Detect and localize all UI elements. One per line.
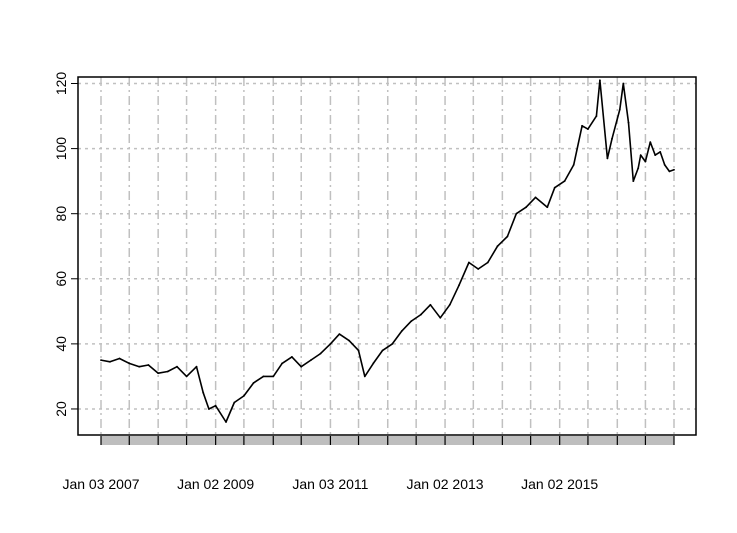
data-point [214,404,217,407]
data-point [100,359,102,361]
data-point [618,108,621,111]
x-tick-label: Jan 02 2013 [407,476,484,492]
data-point [663,164,666,166]
data-point [668,170,671,173]
data-point [262,375,265,378]
data-point [599,79,601,82]
x-axis: Jan 03 2007 Jan 02 2009 Jan 03 2011 Jan 02 … [62,436,675,492]
data-point [639,154,642,157]
x-tick-label: Jan 02 2009 [177,476,254,492]
data-point [252,382,255,384]
data-point [363,375,366,378]
data-point [458,284,460,287]
data-point [420,313,422,316]
data-point [357,349,360,352]
data-point [644,160,647,163]
y-tick-label: 60 [53,271,69,287]
data-point [348,339,350,342]
data-point [272,375,275,378]
data-point [329,343,332,345]
plot-frame [77,76,697,436]
y-tick-label: 40 [53,336,69,352]
data-point [581,124,583,127]
data-point [439,316,442,319]
data-point [310,359,312,361]
y-tick-label: 120 [53,72,69,96]
data-point [595,115,598,117]
data-point [109,360,111,363]
data-point [468,261,470,264]
data-point [515,212,518,215]
data-point [534,196,537,199]
data-point [319,352,322,355]
data-point [166,370,169,373]
data-point [637,167,640,170]
data-point [138,365,141,368]
data-point [381,349,384,352]
data-point [622,82,625,85]
data-point [448,303,451,306]
data-point [632,180,635,183]
data-point [391,343,394,345]
data-point [281,362,283,365]
x-tick-label: Jan 03 2007 [62,476,139,492]
data-point [611,137,613,140]
data-point [649,141,652,144]
data-point [525,206,527,209]
data-point [606,157,609,160]
data-point [546,206,549,209]
y-tick-label: 80 [53,206,69,222]
data-point [401,330,403,332]
data-point [553,186,556,189]
data-point [233,401,236,404]
data-point [429,303,432,306]
data-point [338,333,341,335]
data-point [627,121,630,124]
data-point [176,365,178,368]
data-point [486,261,489,264]
data-point [291,356,293,358]
x-tick-label: Jan 02 2015 [521,476,598,492]
y-tick-label: 100 [53,137,69,161]
data-point [208,408,210,410]
data-point [506,235,509,238]
data-point [659,151,662,153]
y-axis: 20 40 60 80 100 120 [53,72,78,417]
data-point [654,154,657,157]
data-point [496,245,499,248]
data-point [410,320,413,322]
data-point [243,395,245,397]
data-point [372,362,375,365]
data-point [300,365,303,368]
data-point [587,128,589,131]
data-point [128,362,131,365]
y-tick-label: 20 [53,401,69,417]
x-tick-label: Jan 03 2011 [292,476,368,492]
data-point [118,357,121,360]
data-point [563,180,566,183]
data-point [225,421,227,423]
data-point [673,168,675,171]
data-point [202,391,205,394]
data-point [195,365,198,368]
data-point [147,364,150,366]
data-point [572,164,575,166]
data-point [477,268,480,270]
data-point [157,372,160,375]
vertical-gridlines [100,77,675,435]
data-point [185,375,188,378]
series-layer [100,79,675,423]
